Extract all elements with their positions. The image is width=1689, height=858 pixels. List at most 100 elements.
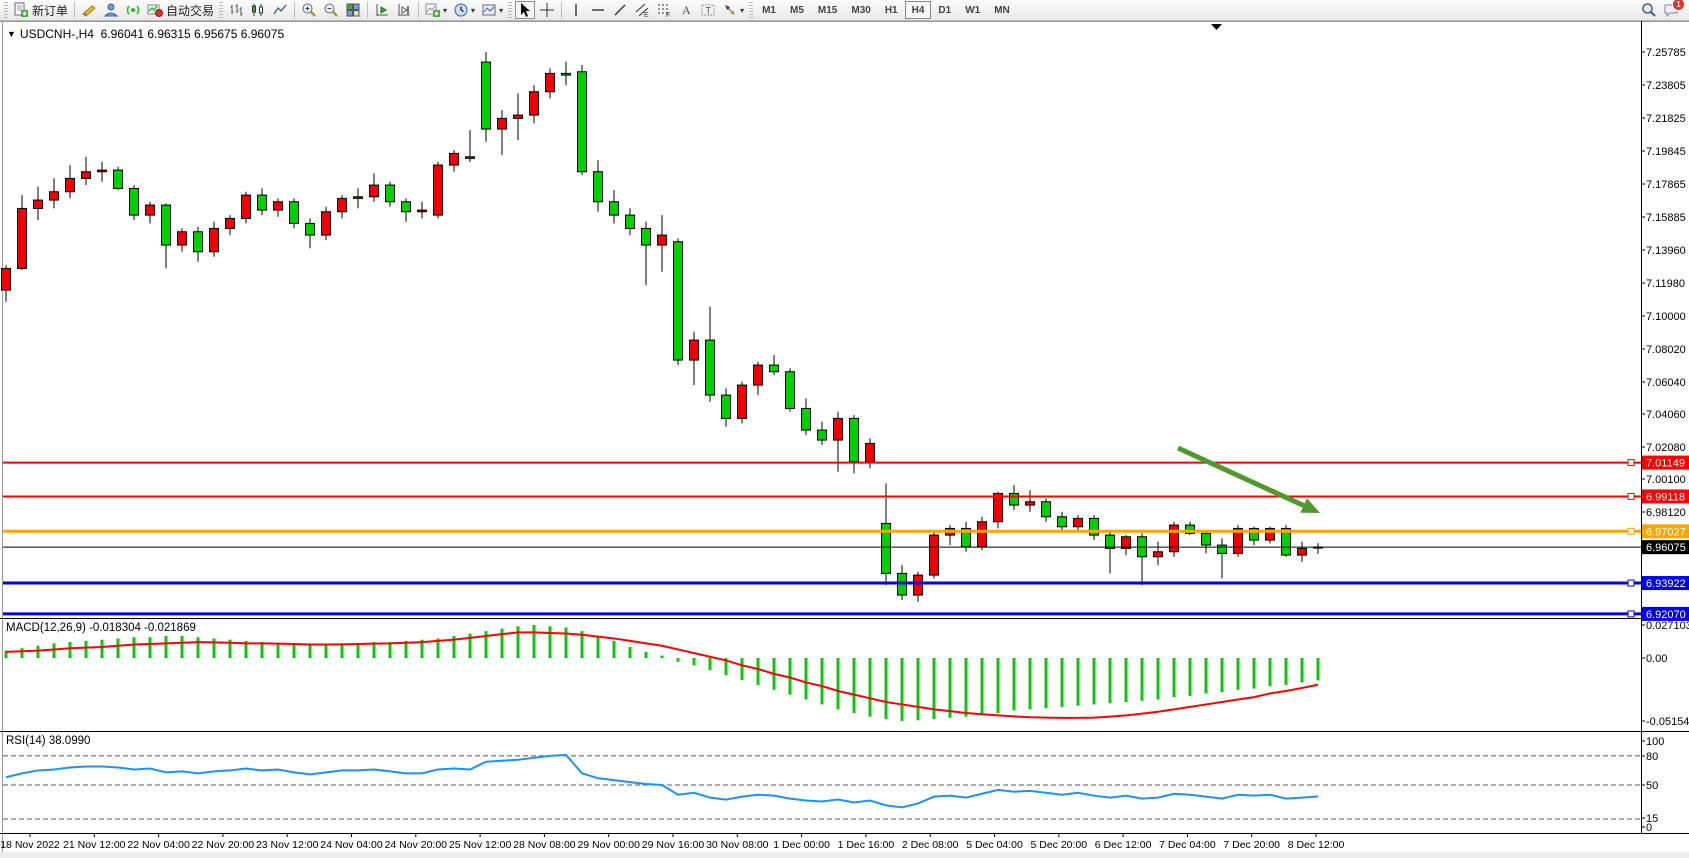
toolbar-grip[interactable] bbox=[508, 2, 513, 18]
candle-body bbox=[1153, 551, 1163, 558]
trend-arrow-head[interactable] bbox=[1300, 498, 1320, 513]
line-handle[interactable] bbox=[1627, 492, 1635, 500]
text-button[interactable]: A bbox=[676, 1, 696, 19]
time-axis-label: 8 Dec 12:00 bbox=[1288, 839, 1345, 851]
history-jar-icon bbox=[81, 2, 97, 18]
price-level-badge bbox=[1642, 606, 1689, 621]
line-chart-button[interactable] bbox=[270, 1, 290, 19]
candle-body bbox=[433, 164, 443, 216]
price-level-badge-label: 6.96075 bbox=[1646, 542, 1686, 554]
horizontal-line-button[interactable] bbox=[588, 1, 608, 19]
rsi-axis-label: 0 bbox=[1646, 822, 1652, 834]
line-handle[interactable] bbox=[1627, 527, 1635, 535]
symbol-name: USDCNH-,H4 bbox=[19, 26, 94, 41]
candle-body bbox=[801, 407, 811, 431]
time-axis-label: 21 Nov 12:00 bbox=[63, 839, 126, 851]
candle-body bbox=[161, 204, 171, 246]
broadcast-button[interactable] bbox=[123, 1, 143, 19]
timeframe-m30-button[interactable]: M30 bbox=[844, 1, 877, 19]
timeframe-h4-button[interactable]: H4 bbox=[904, 1, 932, 19]
text-label-button[interactable]: T bbox=[698, 1, 718, 19]
timeframe-group: M1 M5 M15 M30 H1 H4 D1 W1 MN bbox=[755, 1, 1017, 19]
price-level-badge bbox=[1642, 455, 1689, 470]
period-clock-button[interactable]: ▾ bbox=[451, 1, 477, 19]
timeframe-m5-button[interactable]: M5 bbox=[783, 1, 811, 19]
new-order-button[interactable]: 新订单 bbox=[11, 1, 70, 19]
toolbar-grip[interactable] bbox=[219, 2, 224, 18]
notifications-button[interactable]: 1 bbox=[1661, 0, 1685, 19]
candle-body bbox=[257, 194, 267, 211]
tile-windows-button[interactable] bbox=[343, 1, 363, 19]
toolbar-grip[interactable] bbox=[749, 2, 754, 18]
timeframe-d1-button[interactable]: D1 bbox=[931, 1, 958, 19]
line-handle[interactable] bbox=[1627, 459, 1635, 467]
time-axis-label: 2 Dec 08:00 bbox=[902, 839, 959, 851]
fibonacci-button[interactable]: F bbox=[654, 1, 674, 19]
shift-end-button[interactable] bbox=[394, 1, 414, 19]
line-handle[interactable] bbox=[1627, 579, 1635, 587]
timeframe-m1-button[interactable]: M1 bbox=[755, 1, 783, 19]
line-chart-icon bbox=[272, 2, 288, 18]
timeframe-w1-button[interactable]: W1 bbox=[958, 1, 987, 19]
price-axis-label: 7.21825 bbox=[1646, 113, 1686, 125]
candle-body bbox=[225, 217, 235, 229]
chart-area[interactable]: ▼ USDCNH-,H4 6.96041 6.96315 6.95675 6.96… bbox=[0, 21, 1689, 858]
bar-chart-button[interactable] bbox=[226, 1, 246, 19]
toolbar-grip[interactable] bbox=[4, 2, 8, 18]
cursor-button[interactable] bbox=[515, 1, 536, 19]
timeframe-mn-button[interactable]: MN bbox=[987, 1, 1017, 19]
price-level-badge bbox=[1642, 576, 1689, 591]
candle-body bbox=[33, 199, 43, 209]
candle-body bbox=[833, 417, 843, 441]
candle-body bbox=[817, 429, 827, 441]
fibonacci-icon: F bbox=[656, 2, 672, 18]
candle-body bbox=[465, 156, 475, 159]
shift-chart-button[interactable] bbox=[372, 1, 392, 19]
candle-body bbox=[449, 152, 459, 166]
template-button[interactable]: ▾ bbox=[479, 1, 505, 19]
candle-body bbox=[385, 184, 395, 203]
time-axis-label: 7 Dec 20:00 bbox=[1223, 839, 1280, 851]
timeframe-m15-button[interactable]: M15 bbox=[811, 1, 844, 19]
timeframe-h1-button[interactable]: H1 bbox=[878, 1, 905, 19]
toolbar-separator bbox=[294, 2, 296, 18]
candle-body bbox=[737, 384, 747, 419]
candle-body bbox=[1121, 536, 1131, 549]
candlestick-chart-button[interactable] bbox=[248, 1, 268, 19]
trendline-button[interactable] bbox=[610, 1, 630, 19]
shift-end-icon bbox=[396, 2, 412, 18]
price-chart-canvas: 7.25785 7.23805 7.21825 7.19845 7.17865 7.158… bbox=[0, 21, 1689, 858]
trend-arrow-line[interactable] bbox=[1176, 445, 1305, 508]
macd-axis-label: 0.00 bbox=[1646, 653, 1667, 665]
add-indicator-button[interactable]: ▾ bbox=[423, 1, 449, 19]
autotrade-button[interactable]: 自动交易 bbox=[145, 1, 216, 19]
tile-windows-icon bbox=[345, 2, 361, 18]
zoom-in-button[interactable] bbox=[299, 1, 319, 19]
autotrade-label: 自动交易 bbox=[166, 3, 215, 18]
history-jar-button[interactable] bbox=[79, 1, 99, 19]
profile-button[interactable] bbox=[101, 1, 121, 19]
candle-body bbox=[305, 222, 315, 236]
channel-button[interactable]: E bbox=[632, 1, 652, 19]
macd-signal-line bbox=[5, 631, 1319, 719]
candle-body bbox=[1281, 527, 1291, 556]
candle-body bbox=[545, 72, 555, 93]
time-axis-label: 29 Nov 16:00 bbox=[642, 839, 705, 851]
time-axis-label: 6 Dec 12:00 bbox=[1095, 839, 1152, 851]
search-button[interactable] bbox=[1639, 1, 1659, 19]
price-level-badge bbox=[1642, 489, 1689, 504]
vertical-line-button[interactable] bbox=[566, 1, 586, 19]
price-level-badge bbox=[1642, 540, 1689, 555]
line-handle[interactable] bbox=[1627, 610, 1635, 618]
time-axis-label: 1 Dec 00:00 bbox=[773, 839, 830, 851]
arrows-button[interactable]: ▾ bbox=[720, 1, 746, 19]
candle-body bbox=[1233, 527, 1243, 554]
price-level-badge-label: 7.01149 bbox=[1646, 458, 1685, 470]
time-axis-label: 7 Dec 04:00 bbox=[1159, 839, 1216, 851]
macd-axis-label: 0.027103 bbox=[1646, 620, 1689, 632]
crosshair-icon bbox=[539, 2, 555, 18]
crosshair-button[interactable] bbox=[537, 1, 557, 19]
collapse-toggle-icon[interactable]: ▼ bbox=[7, 28, 16, 39]
zoom-out-button[interactable] bbox=[321, 1, 341, 19]
candle-body bbox=[593, 171, 603, 203]
